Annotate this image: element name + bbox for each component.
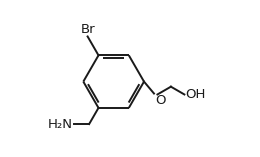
Text: H₂N: H₂N [48, 118, 73, 131]
Text: OH: OH [185, 88, 206, 101]
Text: Br: Br [80, 23, 95, 36]
Text: O: O [155, 94, 165, 107]
